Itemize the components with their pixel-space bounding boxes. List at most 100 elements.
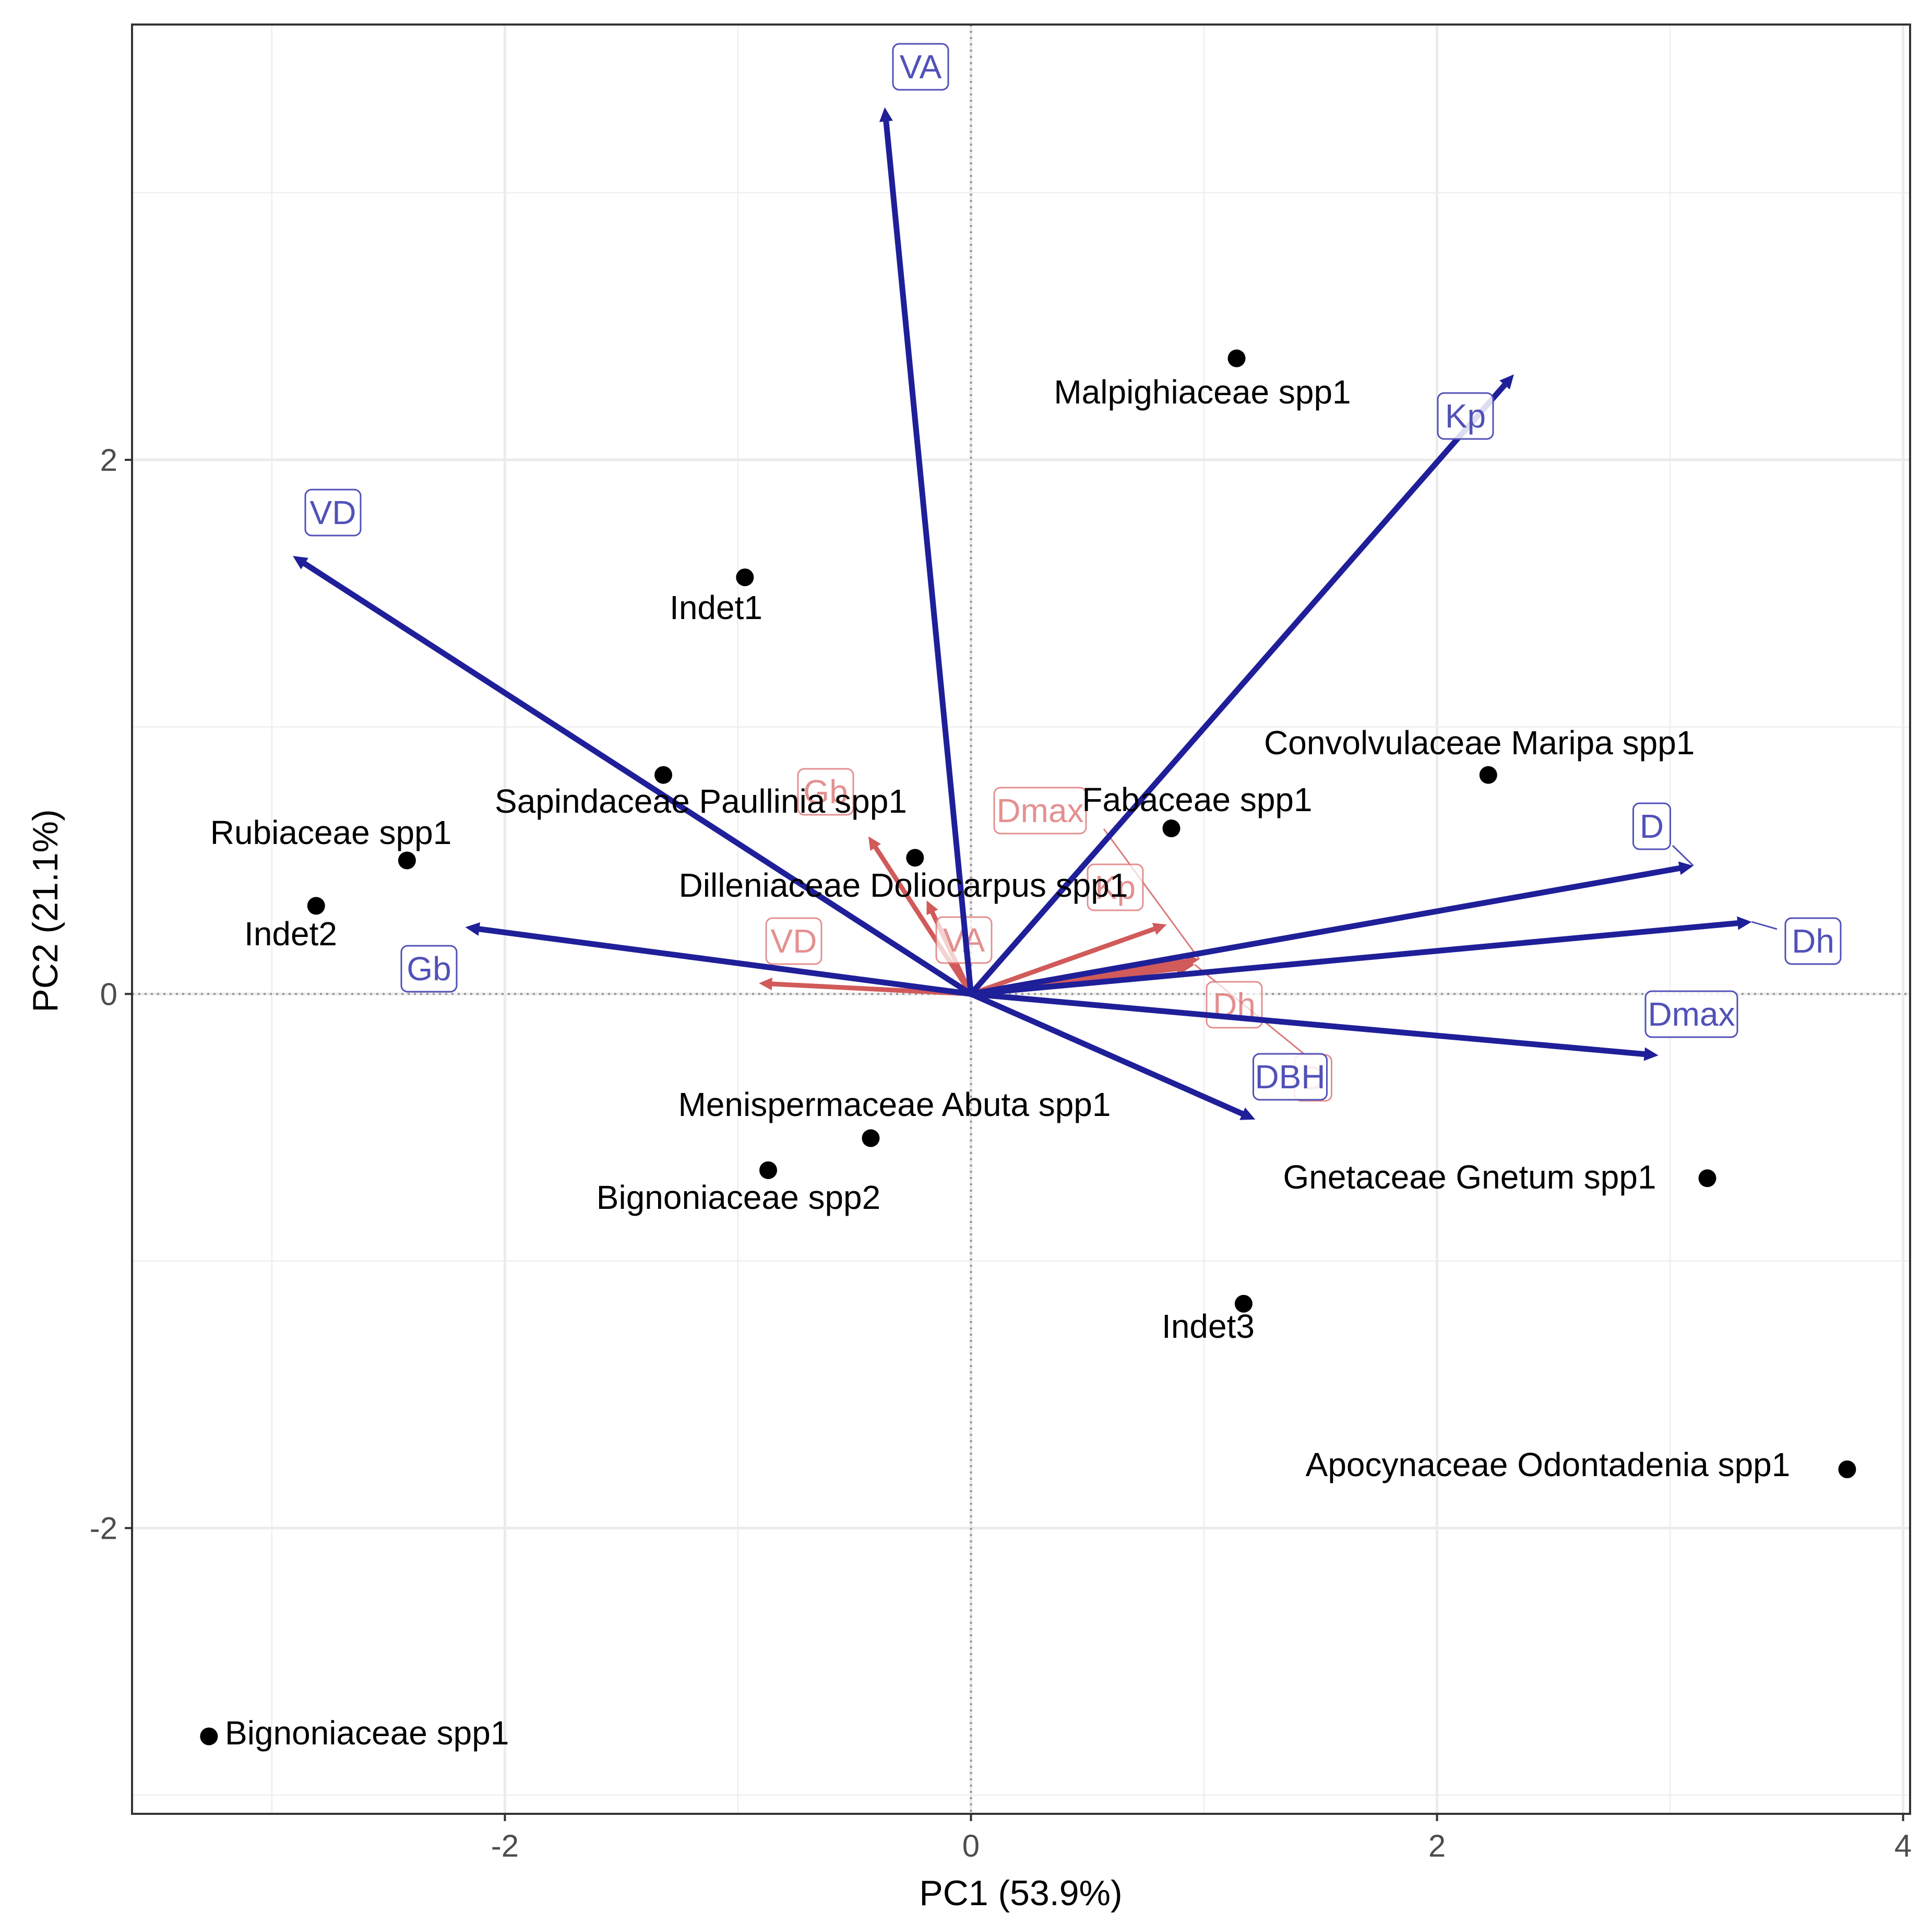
blue-loading-label-vd-box [304,489,362,537]
blue-label-connector [1672,845,1694,866]
red-loading-label-gb-text: Gb [803,773,848,811]
data-point [736,568,754,587]
data-point [307,897,325,915]
red-loading-arrow-gb-shaft [870,841,973,996]
red-loading-label-vd: VD [765,917,822,965]
blue-loading-label-vd: VD [304,489,362,537]
blue-loading-label-dh: Dh [1784,917,1842,965]
x-tick-label: 4 [1894,1828,1912,1863]
plot-panel-border [131,23,1911,1815]
point-label: Menispermaceae Abuta spp1 [678,1086,1111,1123]
blue-label-connector [1751,921,1778,930]
x-tick-label: 0 [962,1828,980,1863]
data-point [200,1727,218,1745]
blue-loading-label-gb-text: Gb [407,950,451,988]
red-loading-label-kp-box [1087,863,1144,911]
blue-loading-label-dmax: Dmax [1644,990,1738,1038]
blue-loading-label-d-box [1632,802,1671,850]
data-point [1698,1169,1716,1187]
blue-loading-arrow-dmax-head [1643,1047,1659,1061]
point-label: Sapindaceae Paullinia spp1 [495,782,907,820]
blue-loading-label-d: D [1632,802,1671,850]
red-loading-label-dmax-text: Dmax [996,792,1083,829]
red-loading-arrow-gb-head [868,836,881,851]
blue-loading-arrow-dbh-head [1239,1107,1256,1120]
blue-loadings: VA VD Kp D Dh Dmax DBH Gb [293,43,1842,1120]
blue-loading-arrow-gb-shaft [471,925,974,997]
data-point [906,849,924,867]
blue-loading-label-va-text: VA [900,48,942,86]
blue-loading-arrow-dbh-shaft [968,991,1250,1119]
red-loading-arrow-kp-head [1152,923,1167,935]
y-tick-label: 0 [100,977,117,1012]
red-loading-label-dmax: Dmax [993,787,1087,835]
zero-lines [132,25,1910,1814]
data-point [398,851,416,870]
point-label: Bignoniaceae spp1 [225,1714,509,1752]
y-tick-label: 2 [100,443,117,478]
data-points [200,349,1856,1745]
red-loading-arrow-vd-head [759,977,772,991]
y-tick-label: -2 [90,1511,117,1546]
blue-loading-label-dbh: DBH [1253,1053,1328,1101]
data-point [1234,1294,1253,1313]
point-label: Dilleniaceae Doliocarpus spp1 [679,866,1128,904]
x-tick-label: -2 [491,1828,519,1863]
data-point [1162,819,1180,838]
blue-loading-arrow-gb-head [465,922,481,936]
y-axis-title: PC2 (21.1%) [26,809,65,1012]
blue-loading-label-d-text: D [1640,807,1664,845]
x-tick-label: 2 [1428,1828,1446,1863]
red-loading-label-gb-box [797,768,854,816]
blue-loading-arrow-d-head [1678,861,1694,875]
blue-loading-label-vd-text: VD [310,494,356,531]
data-point [1227,349,1246,367]
blue-loading-label-gb: Gb [400,945,458,993]
axis-ticks: -2 0 2 4 -2 0 2 [90,443,1912,1863]
blue-loading-label-dbh-text: DBH [1255,1058,1325,1096]
blue-loading-label-dh-text: Dh [1792,922,1834,960]
blue-loading-arrow-dh-shaft [968,920,1745,997]
data-point [1479,766,1497,784]
red-label-connector [1103,828,1200,960]
blue-loading-arrow-dh-head [1737,916,1752,930]
red-loading-label-kp-text: Kp [1095,869,1136,906]
blue-loading-label-dh-box [1784,917,1842,965]
blue-loading-label-dmax-box [1644,990,1738,1038]
point-label: Indet1 [670,589,762,626]
red-loading-arrow-va-head [926,900,938,916]
blue-loading-label-kp: Kp [1437,392,1494,440]
point-label: Rubiaceae spp1 [210,814,452,851]
blue-loading-arrow-d-shaft [968,864,1687,997]
data-point [759,1161,778,1179]
data-point [654,766,673,784]
blue-loading-label-dbh-box [1253,1053,1328,1101]
blue-loading-arrow-kp-shaft [968,378,1511,997]
blue-loading-label-gb-box [400,945,458,993]
point-labels: Malpighiaceae spp1 Indet1 Convolvulaceae M… [210,373,1791,1752]
red-loading-label-kp: Kp [1087,863,1144,911]
red-loading-label-gb: Gb [797,768,854,816]
blue-loading-arrow-vd-shaft [297,558,974,997]
blue-loading-arrow-kp-head [1499,374,1514,390]
blue-loading-arrow-va-head [879,107,893,122]
point-label: Gnetaceae Gnetum spp1 [1283,1158,1656,1196]
blue-loading-label-kp-box [1437,392,1494,440]
red-loading-label-dmax-box [993,787,1087,835]
x-axis-title: PC1 (53.9%) [919,1873,1122,1913]
point-label: Indet2 [244,915,337,953]
point-label: Convolvulaceae Maripa spp1 [1264,724,1695,762]
blue-loading-arrow-dmax-shaft [968,991,1652,1057]
red-loading-arrow-d-head [1180,960,1195,973]
blue-loading-label-kp-text: Kp [1445,397,1486,435]
blue-loading-arrow-va-shaft [882,114,974,997]
blue-loading-label-dmax-text: Dmax [1648,995,1735,1033]
point-label: Indet3 [1162,1308,1255,1345]
red-loading-label-vd-box [765,917,822,965]
data-point [1838,1460,1856,1478]
blue-loading-label-va-box [892,43,949,91]
red-loading-arrow-kp-shaft [968,925,1161,996]
blue-loading-arrow-vd-head [293,556,308,569]
point-label: Bignoniaceae spp2 [597,1179,880,1216]
